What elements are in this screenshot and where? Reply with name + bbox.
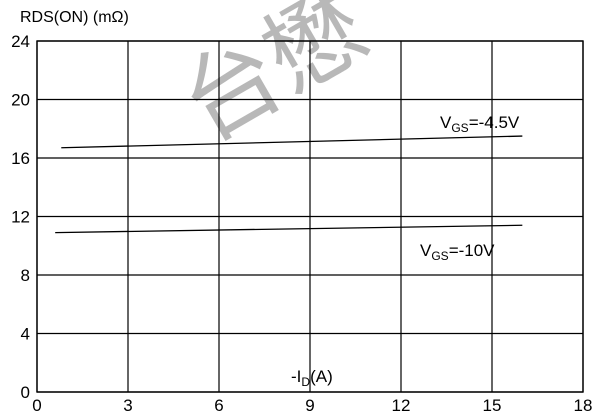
y-tick-label: 0 <box>21 383 30 402</box>
y-tick-label: 16 <box>11 149 30 168</box>
y-tick-label: 24 <box>11 32 30 51</box>
x-tick-label: 3 <box>123 396 132 415</box>
series-line-0 <box>61 135 523 149</box>
x-tick-label: 9 <box>305 396 314 415</box>
grid <box>36 40 584 393</box>
series-group <box>55 135 523 234</box>
series-line-1 <box>55 224 523 234</box>
x-tick-label: 12 <box>392 396 411 415</box>
x-tick-label: 18 <box>574 396 593 415</box>
y-tick-label: 4 <box>21 325 30 344</box>
y-tick-label: 12 <box>11 208 30 227</box>
series-label-vgs-4-5v: VGS=-4.5V <box>440 113 520 135</box>
x-axis-title: -ID(A) <box>291 367 333 389</box>
watermark: 台懋 <box>164 0 384 161</box>
series-label-vgs-10v: VGS=-10V <box>420 241 495 263</box>
x-tick-label: 15 <box>483 396 502 415</box>
y-axis-title: RDS(ON) (mΩ) <box>20 9 129 26</box>
axes: 0 3 6 9 12 15 18 0 4 8 12 16 20 24 <box>11 32 592 415</box>
plot-frame <box>36 40 584 393</box>
x-tick-label: 0 <box>32 396 41 415</box>
y-tick-label: 8 <box>21 266 30 285</box>
y-tick-label: 20 <box>11 91 30 110</box>
x-tick-label: 6 <box>214 396 223 415</box>
